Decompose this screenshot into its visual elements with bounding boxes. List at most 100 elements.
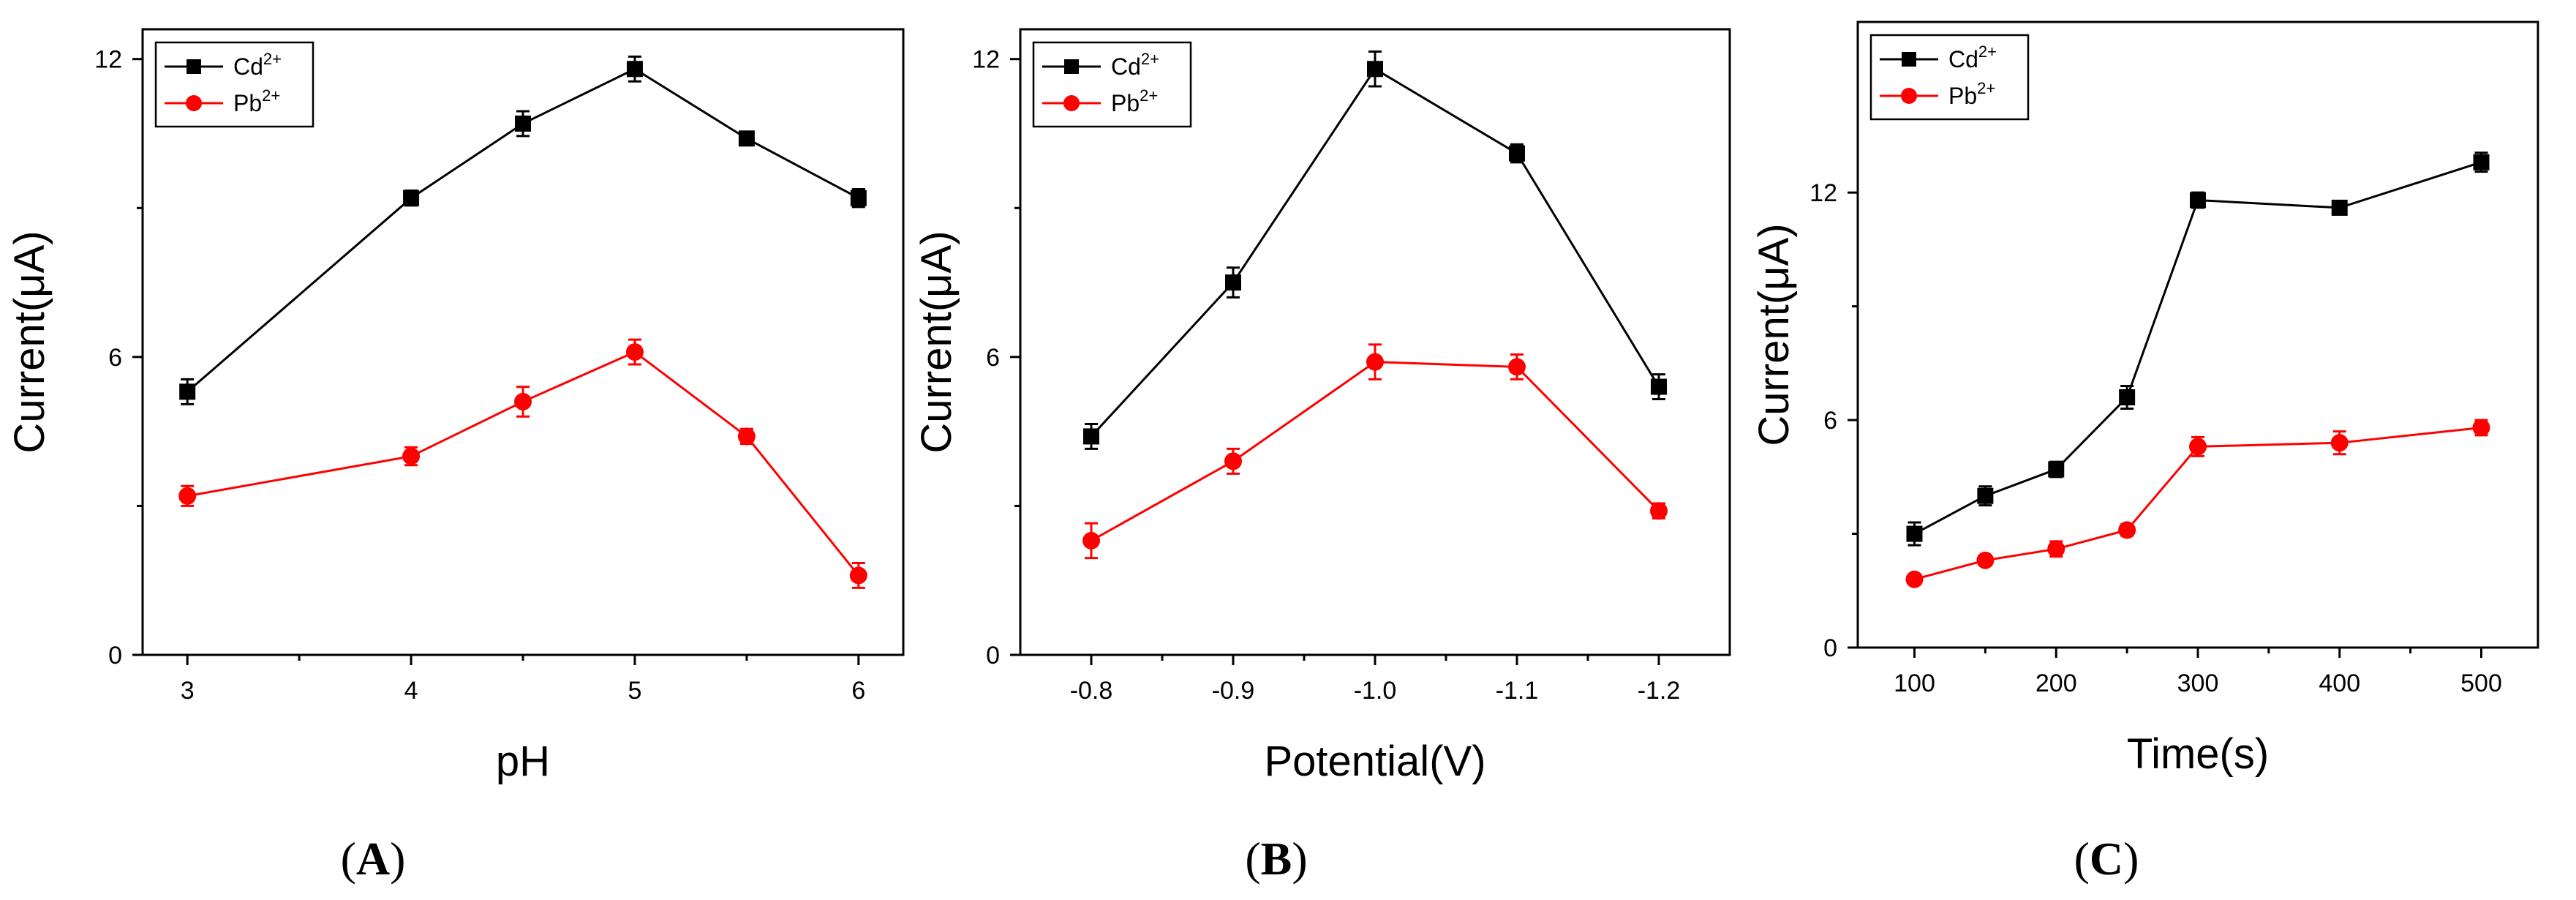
legend-label-sup: 2+ [262, 86, 280, 105]
data-point [2190, 192, 2206, 209]
panel-label-close: ) [1292, 833, 1307, 885]
legend-label: Pb2+ [1111, 86, 1158, 116]
y-axis-title: Current(μA) [6, 230, 53, 453]
x-tick-label: 4 [404, 677, 418, 705]
y-tick-label: 12 [1809, 179, 1837, 207]
legend: Cd2+Pb2+ [1869, 34, 2030, 121]
legend-label-sup: 2+ [1978, 42, 1997, 61]
data-point [179, 383, 196, 400]
legend-label-sup: 2+ [263, 50, 282, 68]
legend-label-sup: 2+ [1140, 86, 1158, 105]
y-axis-title: Current(μA) [913, 230, 960, 453]
legend-label: Cd2+ [233, 50, 282, 80]
data-point [2189, 438, 2207, 456]
series-pb [1905, 419, 2490, 588]
chart-panel-b: -0.8 -0.9 -1.0 -1.1 -1.2 0 6 12 Potential(V) Curr… [913, 28, 1731, 885]
data-point [1651, 378, 1667, 395]
data-point [850, 190, 867, 206]
data-point [2047, 540, 2065, 558]
y-tick-label: 6 [1823, 407, 1837, 435]
panel-label-close: ) [2123, 833, 2139, 885]
x-tick-label: 5 [628, 677, 641, 705]
legend-label-sup: 2+ [1977, 79, 1995, 97]
y-tick-label: 0 [1823, 634, 1837, 662]
x-tick-label: -0.8 [1070, 677, 1113, 705]
data-point [403, 190, 420, 206]
legend-marker [187, 59, 201, 74]
data-point [626, 61, 643, 78]
data-point [1976, 551, 1995, 569]
x-tick-label: 500 [2460, 670, 2502, 697]
data-point [849, 566, 867, 585]
legend-marker [1064, 59, 1079, 74]
x-axis-title: Time(s) [2127, 730, 2269, 778]
legend-box [1869, 34, 2030, 121]
data-point [738, 130, 755, 147]
y-tick-label: 0 [986, 642, 1000, 670]
x-tick-label: -1.2 [1638, 677, 1681, 705]
panel-label-open: ( [341, 833, 356, 885]
legend-label-base: Pb [1111, 90, 1140, 116]
data-point [1905, 570, 1924, 588]
data-point [514, 392, 532, 410]
legend-box [154, 41, 315, 128]
legend-label: Cd2+ [1948, 42, 1997, 72]
x-tick-label: -1.0 [1354, 677, 1397, 705]
legend-marker [1063, 95, 1080, 111]
data-point [1225, 274, 1241, 291]
x-tick-label: 3 [181, 677, 195, 705]
y-axis-title: Current(μA) [1750, 223, 1798, 446]
data-point [625, 343, 644, 361]
data-point [1366, 353, 1384, 371]
legend-label: Pb2+ [1948, 79, 1995, 109]
data-point [1367, 61, 1383, 78]
panel-label-open: ( [2074, 833, 2090, 885]
data-point [1508, 358, 1526, 376]
legend: Cd2+Pb2+ [154, 41, 315, 128]
data-point [1083, 428, 1099, 445]
data-point [178, 487, 197, 505]
legend: Cd2+Pb2+ [1032, 41, 1192, 128]
x-tick-label: 100 [1894, 670, 1935, 697]
legend-label-base: Cd [233, 53, 263, 80]
panel-label: (A) [341, 833, 406, 885]
legend-label: Cd2+ [1111, 50, 1159, 80]
legend-label: Pb2+ [233, 86, 280, 116]
data-point [2472, 419, 2490, 437]
panel-label: (B) [1245, 833, 1307, 885]
data-point [1977, 487, 1994, 504]
x-axis-title: Potential(V) [1264, 738, 1485, 785]
data-point [2118, 521, 2136, 539]
data-point [737, 427, 756, 446]
x-tick-label: 400 [2319, 670, 2360, 697]
data-point [2048, 461, 2065, 478]
legend-label-base: Pb [1948, 83, 1977, 109]
legend-marker [186, 95, 202, 111]
legend-box [1032, 41, 1192, 128]
panel-label-letter: A [356, 833, 390, 885]
data-point [2330, 434, 2349, 452]
x-tick-label: 200 [2035, 670, 2077, 697]
panel-label: (C) [2074, 833, 2139, 885]
panel-label-open: ( [1245, 833, 1260, 885]
data-point [1906, 525, 1923, 542]
data-point [2331, 199, 2348, 216]
series-line [1091, 361, 1660, 542]
legend-label-sup: 2+ [1141, 50, 1159, 68]
panel-label-letter: B [1261, 833, 1292, 885]
data-point [2473, 154, 2490, 170]
series-cd [1906, 151, 2490, 547]
chart-panel-c: 100 200 300 400 500 0 6 12 Time(s) Current(μA) Cd2… [1750, 20, 2539, 885]
y-tick-label: 0 [108, 642, 122, 670]
panel-label-letter: C [2090, 833, 2123, 885]
x-tick-label: 300 [2177, 670, 2219, 697]
y-tick-label: 6 [986, 344, 1000, 372]
data-point [1509, 145, 1525, 162]
legend-marker [1901, 88, 1917, 104]
data-point [1224, 452, 1242, 470]
x-tick-label: 6 [851, 677, 865, 705]
legend-label-base: Cd [1111, 53, 1141, 80]
panel-label-close: ) [390, 833, 405, 885]
